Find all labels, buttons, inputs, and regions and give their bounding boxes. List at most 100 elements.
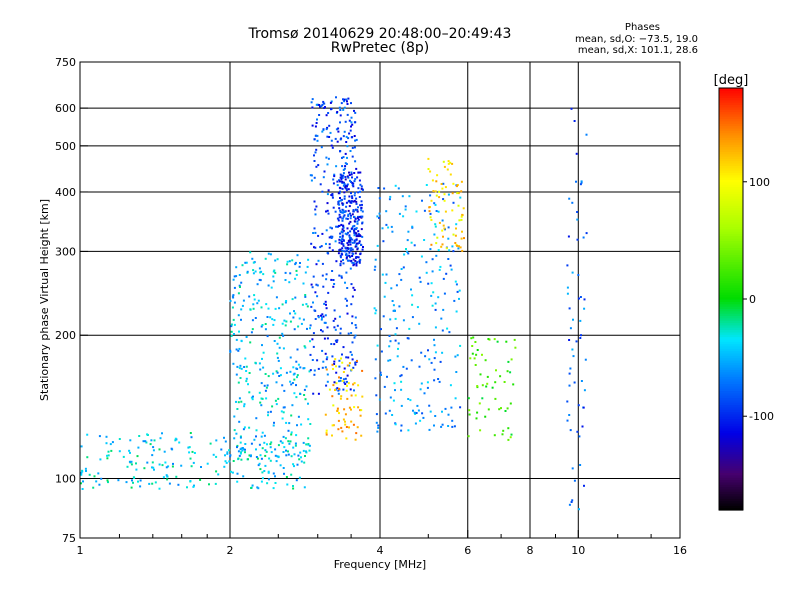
data-point — [291, 404, 294, 407]
data-point — [374, 377, 377, 380]
data-point — [343, 211, 346, 213]
data-point — [326, 337, 329, 340]
data-point — [476, 386, 479, 389]
data-point — [330, 100, 333, 103]
data-point — [262, 351, 265, 354]
data-point — [353, 289, 356, 291]
data-point — [174, 439, 177, 442]
data-point — [240, 308, 243, 311]
data-point — [381, 273, 384, 276]
colorbar-segment — [719, 507, 743, 511]
data-point — [360, 200, 363, 203]
colorbar-segment — [719, 427, 743, 431]
data-point — [339, 232, 342, 235]
data-point — [252, 269, 255, 272]
data-point — [568, 503, 571, 506]
data-point — [267, 284, 270, 287]
data-point — [281, 417, 284, 420]
data-point — [339, 327, 342, 330]
data-point — [84, 467, 87, 470]
data-point — [285, 449, 287, 452]
data-point — [418, 365, 421, 368]
data-point — [378, 216, 380, 219]
data-point — [239, 377, 242, 379]
data-point — [355, 202, 358, 205]
data-point — [285, 320, 288, 323]
data-point — [491, 386, 494, 389]
data-point — [88, 473, 91, 476]
colorbar-segment — [719, 362, 743, 366]
data-point — [340, 275, 343, 278]
data-point — [352, 383, 355, 386]
data-point — [353, 336, 356, 339]
data-point — [454, 280, 457, 283]
data-point — [445, 247, 448, 250]
data-point — [357, 233, 360, 236]
data-point — [385, 223, 388, 226]
data-point — [573, 120, 576, 122]
data-point — [252, 307, 255, 310]
data-point — [343, 195, 346, 198]
colorbar-segment — [719, 453, 743, 457]
data-point — [345, 257, 348, 260]
data-point — [420, 382, 423, 385]
data-point — [425, 271, 428, 274]
data-point — [272, 280, 275, 283]
data-point — [316, 359, 319, 362]
data-point — [348, 251, 351, 254]
data-point — [430, 243, 433, 246]
data-point — [316, 118, 318, 121]
data-point — [449, 384, 452, 387]
data-point — [309, 353, 312, 356]
data-point — [258, 267, 261, 270]
data-point — [361, 215, 364, 218]
colorbar-segment — [719, 343, 743, 347]
data-point — [151, 461, 154, 464]
data-point — [274, 399, 277, 402]
data-point — [80, 482, 82, 485]
data-point — [444, 407, 447, 410]
data-point — [357, 406, 360, 409]
data-point — [457, 192, 460, 195]
data-point — [348, 235, 351, 238]
colorbar-segment — [719, 336, 743, 340]
data-point — [449, 161, 452, 164]
data-point — [447, 160, 450, 163]
data-point — [285, 454, 288, 457]
data-point — [506, 407, 509, 410]
data-point — [352, 253, 355, 256]
data-point — [292, 373, 295, 376]
data-point — [320, 245, 323, 248]
data-point — [474, 341, 477, 343]
colorbar-segment — [719, 439, 743, 443]
colorbar-segment — [719, 195, 743, 199]
data-point — [241, 304, 244, 307]
data-point — [214, 482, 217, 485]
data-point — [329, 226, 332, 229]
data-point — [238, 420, 241, 423]
data-point — [180, 464, 183, 467]
data-point — [297, 454, 300, 457]
colorbar-segment — [719, 432, 743, 436]
data-point — [350, 353, 353, 356]
data-point — [346, 246, 349, 249]
data-point — [353, 227, 356, 230]
data-point — [248, 454, 251, 457]
data-point — [258, 443, 261, 446]
y-axis-label: Stationary phase Virtual Height [km] — [38, 199, 51, 401]
data-point — [337, 428, 340, 431]
chart-subtitle: RwPretec (8p) — [330, 40, 430, 56]
data-point — [224, 454, 226, 457]
data-point — [507, 360, 510, 363]
data-point — [317, 315, 320, 318]
colorbar-segment — [719, 369, 743, 373]
data-point — [344, 413, 347, 416]
data-point — [226, 451, 229, 454]
colorbar-segment — [719, 498, 743, 502]
colorbar-segment — [719, 116, 743, 120]
data-point — [314, 291, 317, 294]
data-point — [339, 377, 342, 379]
data-point — [320, 146, 323, 149]
data-point — [376, 244, 379, 247]
data-point — [111, 441, 114, 444]
